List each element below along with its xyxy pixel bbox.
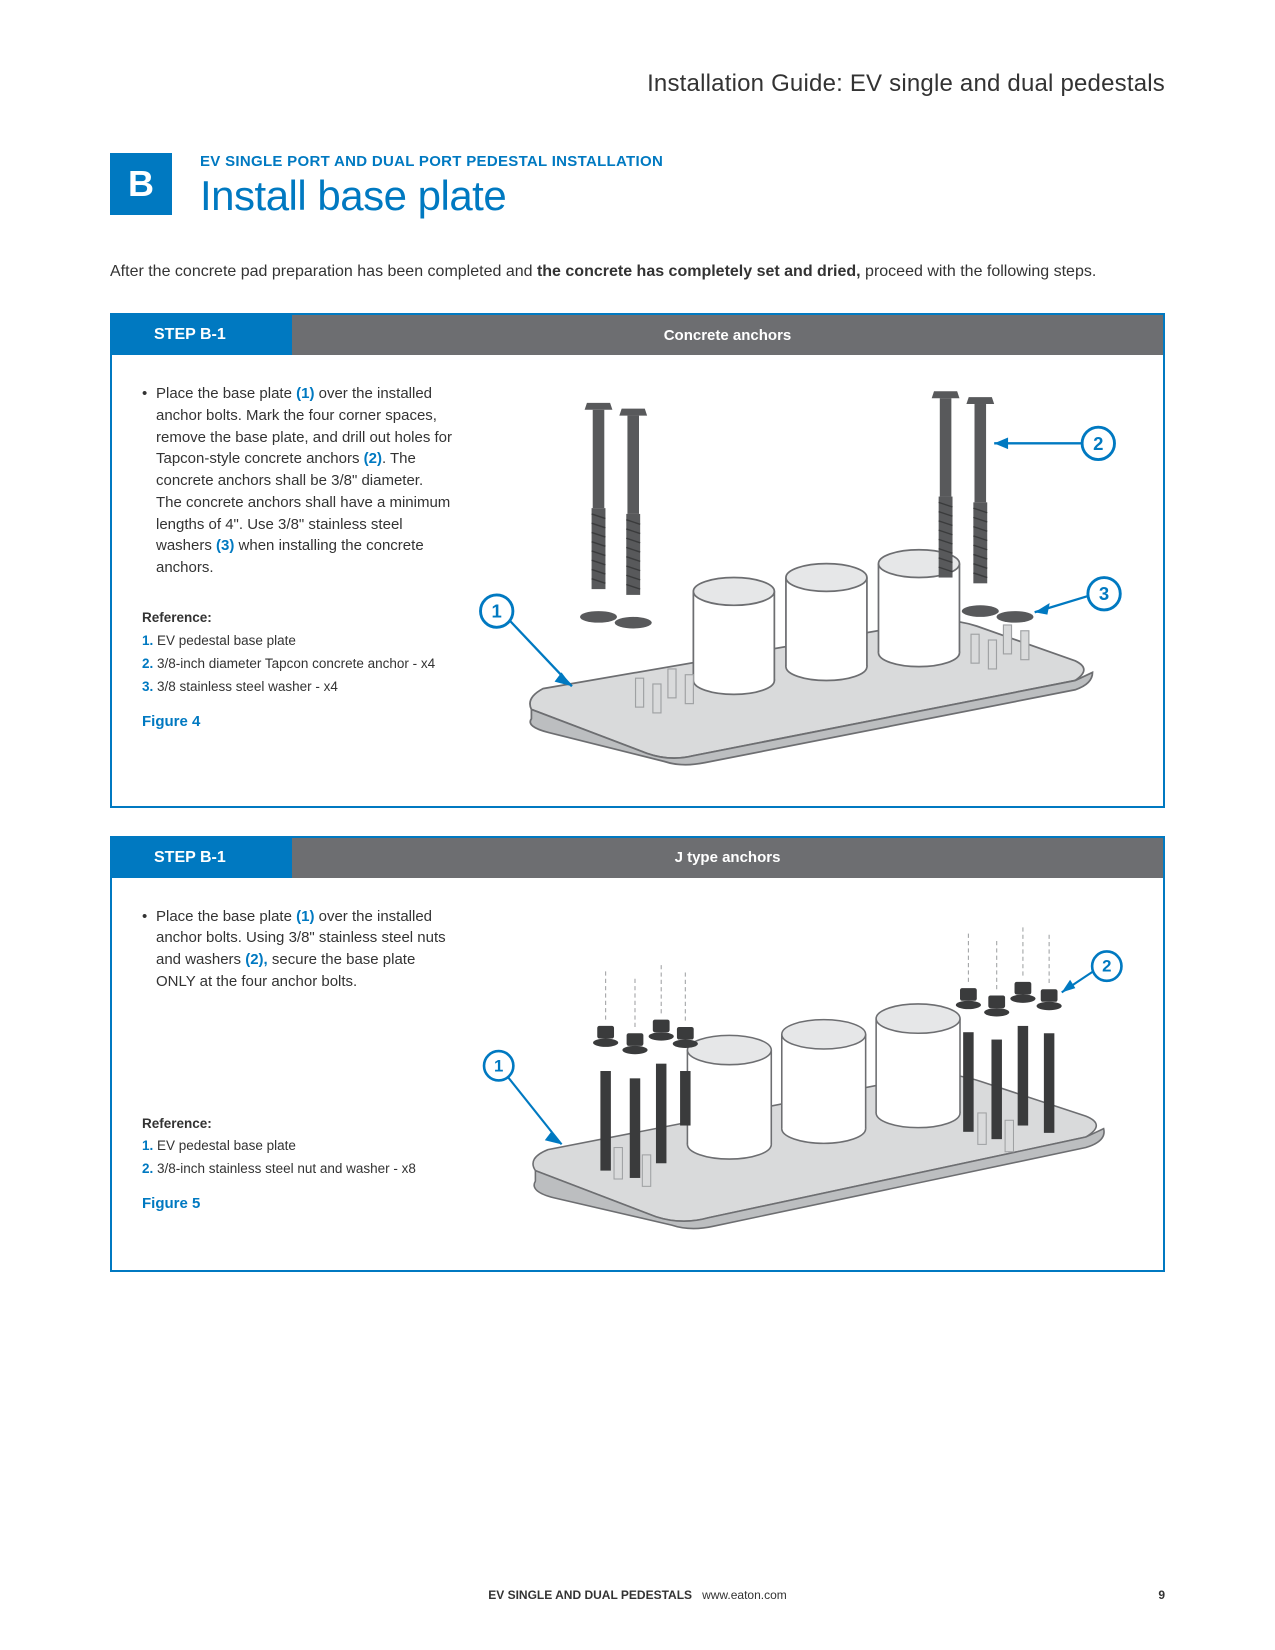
- step2-text-a: Place the base plate: [156, 908, 296, 925]
- step-text-2: Place the base plate (1) over the instal…: [142, 906, 452, 1247]
- ref2-inline-2: (2),: [245, 951, 268, 968]
- ref-inline-3: (3): [216, 537, 234, 554]
- ref-line-2-2: 2. 3/8-inch stainless steel nut and wash…: [142, 1158, 452, 1181]
- intro-part1: After the concrete pad preparation has b…: [110, 263, 537, 280]
- callout2-1: 1: [494, 1056, 503, 1075]
- step-box-2: STEP B-1 J type anchors Place the base p…: [110, 836, 1165, 1273]
- document-header: Installation Guide: EV single and dual p…: [110, 70, 1165, 98]
- diagram-svg-1: 1 2 3: [462, 383, 1133, 781]
- ref-line-2-1: 1. EV pedestal base plate: [142, 1135, 452, 1158]
- ref-inline-2: (2): [364, 450, 382, 467]
- intro-part2: proceed with the following steps.: [861, 263, 1097, 280]
- ref-line-1-3: 3. 3/8 stainless steel washer - x4: [142, 676, 452, 699]
- step-body-2: Place the base plate (1) over the instal…: [112, 878, 1163, 1271]
- section-titles: EV SINGLE PORT AND DUAL PORT PEDESTAL IN…: [200, 153, 663, 220]
- section-header: B EV SINGLE PORT AND DUAL PORT PEDESTAL …: [110, 153, 1165, 220]
- step-body-1: Place the base plate (1) over the instal…: [112, 355, 1163, 805]
- figure-label-2: Figure 5: [142, 1193, 452, 1215]
- figure-label-1: Figure 4: [142, 711, 452, 733]
- reference-block-2: Reference: 1. EV pedestal base plate 2. …: [142, 1113, 452, 1182]
- reference-block-1: Reference: 1. EV pedestal base plate 2. …: [142, 607, 452, 699]
- ref-inline-1: (1): [296, 385, 314, 402]
- reference-title-2: Reference:: [142, 1113, 452, 1136]
- step-subtitle-1: Concrete anchors: [292, 315, 1163, 355]
- step-diagram-1: 1 2 3: [462, 383, 1133, 781]
- section-title: Install base plate: [200, 172, 663, 220]
- ref-line-1-2: 2. 3/8-inch diameter Tapcon concrete anc…: [142, 653, 452, 676]
- step-subtitle-2: J type anchors: [292, 838, 1163, 878]
- step1-bullet: Place the base plate (1) over the instal…: [156, 383, 452, 579]
- reference-title-1: Reference:: [142, 607, 452, 630]
- intro-bold: the concrete has completely set and drie…: [537, 263, 861, 280]
- ref2-text: 3/8-inch diameter Tapcon concrete anchor…: [157, 656, 435, 671]
- footer-url: www.eaton.com: [702, 1588, 787, 1602]
- page-number: 9: [1158, 1588, 1165, 1602]
- step-text-1: Place the base plate (1) over the instal…: [142, 383, 452, 781]
- step-label-1: STEP B-1: [112, 315, 292, 355]
- diagram-svg-2: 1 2: [462, 906, 1133, 1247]
- step1-text-a: Place the base plate: [156, 385, 296, 402]
- ref-line-1-1: 1. EV pedestal base plate: [142, 630, 452, 653]
- ref2-inline-1: (1): [296, 908, 314, 925]
- ref2-2-text: 3/8-inch stainless steel nut and washer …: [157, 1161, 416, 1176]
- step-header-2: STEP B-1 J type anchors: [112, 838, 1163, 878]
- ref2-1-text: EV pedestal base plate: [157, 1138, 296, 1153]
- step-label-2: STEP B-1: [112, 838, 292, 878]
- footer-bold: EV SINGLE AND DUAL PEDESTALS: [488, 1588, 692, 1602]
- callout-1: 1: [492, 601, 502, 622]
- ref3-text: 3/8 stainless steel washer - x4: [157, 679, 338, 694]
- step-box-1: STEP B-1 Concrete anchors Place the base…: [110, 313, 1165, 807]
- section-eyebrow: EV SINGLE PORT AND DUAL PORT PEDESTAL IN…: [200, 153, 663, 170]
- callout2-2: 2: [1102, 956, 1111, 975]
- step2-bullet: Place the base plate (1) over the instal…: [156, 906, 452, 993]
- callout-2: 2: [1093, 433, 1103, 454]
- section-letter-badge: B: [110, 153, 172, 215]
- step-header-1: STEP B-1 Concrete anchors: [112, 315, 1163, 355]
- step-diagram-2: 1 2: [462, 906, 1133, 1247]
- page-footer: EV SINGLE AND DUAL PEDESTALS www.eaton.c…: [110, 1588, 1165, 1602]
- ref1-text: EV pedestal base plate: [157, 633, 296, 648]
- intro-paragraph: After the concrete pad preparation has b…: [110, 260, 1165, 283]
- callout-3: 3: [1099, 583, 1109, 604]
